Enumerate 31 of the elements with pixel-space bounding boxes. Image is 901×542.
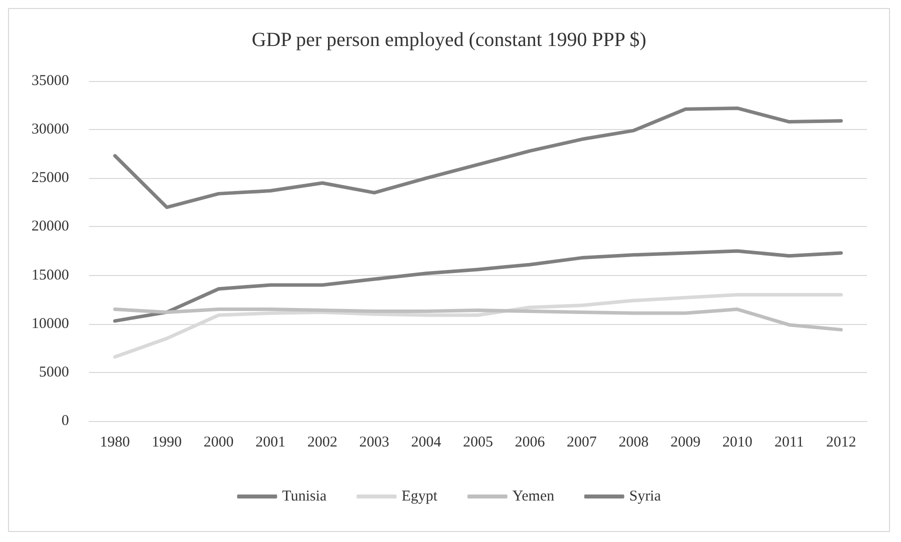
y-tick-label: 15000 xyxy=(32,267,69,284)
x-tick-label: 2012 xyxy=(826,434,856,450)
x-tick-label: 1990 xyxy=(152,434,182,450)
y-tick-label: 35000 xyxy=(32,73,69,89)
x-tick-label: 2009 xyxy=(670,434,700,450)
x-tick-label: 2011 xyxy=(774,434,804,450)
x-tick-label: 2004 xyxy=(411,434,442,450)
y-tick-label: 25000 xyxy=(32,170,69,186)
x-tick-label: 2001 xyxy=(256,434,286,450)
x-tick-label: 2007 xyxy=(566,434,598,450)
x-tick-label: 2002 xyxy=(307,434,338,450)
x-tick-label: 2010 xyxy=(722,434,752,450)
y-tick-label: 5000 xyxy=(39,364,69,380)
x-tick-label: 2005 xyxy=(463,434,493,450)
legend-label: Tunisia xyxy=(282,488,327,504)
legend-label: Egypt xyxy=(402,488,438,504)
line-series xyxy=(113,249,843,323)
legend-label: Syria xyxy=(629,488,662,504)
x-tick-label: 2003 xyxy=(359,434,390,450)
y-tick-label: 30000 xyxy=(32,122,69,138)
y-tick-label: 10000 xyxy=(32,316,69,332)
x-tick-label: 1980 xyxy=(100,434,130,450)
line-series xyxy=(113,106,843,210)
y-tick-label: 20000 xyxy=(32,218,69,235)
x-tick-label: 2008 xyxy=(618,434,649,450)
y-tick-label: 0 xyxy=(62,413,69,429)
x-tick-label: 2000 xyxy=(204,434,234,450)
chart-title: GDP per person employed (constant 1990 PPP $) xyxy=(252,29,646,51)
x-tick-label: 2006 xyxy=(514,434,546,450)
line-series xyxy=(113,308,843,332)
legend-label: Yemen xyxy=(512,488,555,504)
